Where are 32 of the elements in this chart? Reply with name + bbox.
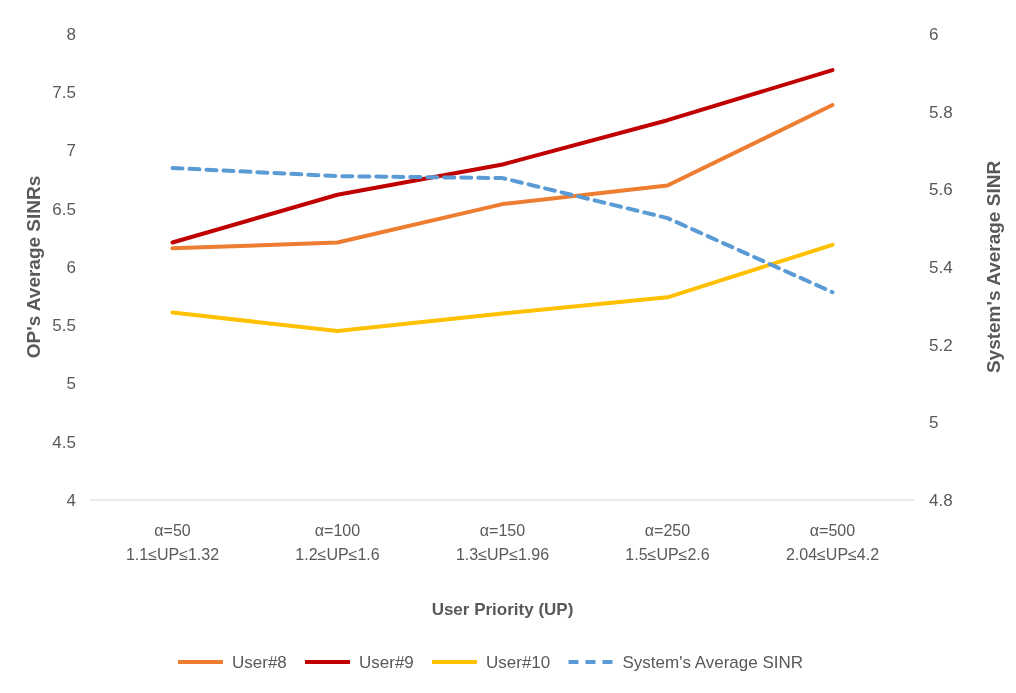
y-axis-title: OP's Average SINRs <box>23 175 44 359</box>
y2-axis-title: System's Average SINR <box>983 160 1004 374</box>
legend-label: User#9 <box>359 653 414 672</box>
x-tick-label: α=250 1.5≤UP≤2.6 <box>625 522 710 563</box>
y2-tick-label: 5.8 <box>929 102 953 122</box>
x-tick-label: α=50 1.1≤UP≤1.32 <box>125 522 220 563</box>
y-tick-label: 5 <box>66 374 76 394</box>
x-tick-label: α=500 2.04≤UP≤4.2 <box>785 522 880 563</box>
line-series <box>170 68 835 245</box>
y2-tick-label: 5.4 <box>929 257 953 277</box>
y-tick-label: 7.5 <box>52 83 76 103</box>
y-tick-label: 5.5 <box>52 316 76 336</box>
line-series <box>170 165 835 295</box>
x-axis-title: User Priority (UP) <box>431 600 574 619</box>
legend-label: User#10 <box>486 653 551 672</box>
y-tick-label: 6 <box>66 257 76 277</box>
y2-tick-label: 5.6 <box>929 180 953 200</box>
y-tick-label: 4 <box>66 490 76 510</box>
legend-label: User#8 <box>232 653 287 672</box>
line-series <box>170 103 835 251</box>
line-series <box>170 242 835 334</box>
y2-tick-label: 5 <box>929 413 939 433</box>
y2-tick-label: 6 <box>929 24 939 44</box>
y2-tick-label: 4.8 <box>929 490 953 510</box>
y-tick-label: 8 <box>66 24 76 44</box>
y2-tick-label: 5.2 <box>929 335 953 355</box>
legend-label: System's Average SINR <box>622 653 804 672</box>
y-tick-label: 4.5 <box>52 432 76 452</box>
y-tick-label: 6.5 <box>52 199 76 219</box>
x-tick-label: α=100 1.2≤UP≤1.6 <box>295 522 380 563</box>
x-tick-label: α=150 1.3≤UP≤1.96 <box>455 522 550 563</box>
y-tick-label: 7 <box>66 141 76 161</box>
